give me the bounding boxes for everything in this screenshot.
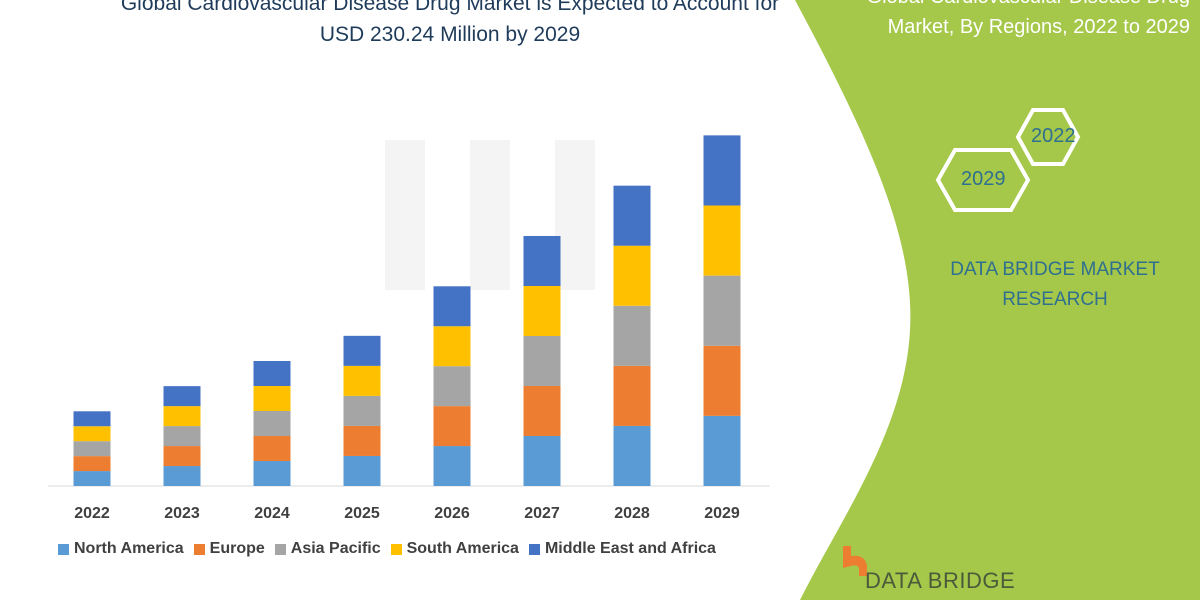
bar-segment (433, 366, 471, 407)
logo-icon (843, 546, 867, 576)
bar-segment (343, 395, 381, 426)
hex-label-2022: 2022 (1031, 125, 1076, 147)
legend-swatch (274, 543, 286, 555)
bar-segment (613, 185, 651, 246)
bar-segment (343, 455, 381, 486)
hexagon-2029 (935, 148, 1031, 212)
bar-segment (253, 435, 291, 461)
green-panel (795, 0, 1200, 600)
bar-segment (523, 235, 561, 286)
legend-swatch (390, 543, 402, 555)
bars (73, 135, 741, 486)
bar-segment (253, 385, 291, 411)
bar-segment (253, 460, 291, 486)
legend-label: Asia Pacific (290, 540, 381, 557)
watermark (385, 140, 595, 290)
bar-segment (703, 345, 741, 416)
bar-segment (73, 471, 111, 486)
legend-label: North America (74, 540, 184, 557)
legend-label: South America (406, 540, 519, 557)
bar-segment (253, 410, 291, 436)
x-tick-label: 2025 (344, 505, 380, 522)
bar-segment (523, 385, 561, 436)
legend-item: Europe (193, 540, 265, 558)
x-tick-label: 2026 (434, 505, 470, 522)
x-tick-label: 2027 (524, 505, 560, 522)
bar-segment (703, 135, 741, 206)
bar-segment (433, 286, 471, 327)
logo-text: DATA BRIDGE (865, 568, 1016, 593)
legend-item: Middle East and Africa (528, 540, 716, 558)
bar-segment (163, 406, 201, 427)
hex-label-2029: 2029 (961, 168, 1006, 190)
legend-swatch (528, 543, 540, 555)
bar-segment (523, 285, 561, 336)
bar-segment (433, 446, 471, 486)
bar-segment (163, 386, 201, 407)
bar-segment (73, 456, 111, 472)
x-tick-label: 2022 (74, 505, 110, 522)
bar-segment (703, 275, 741, 346)
bar-segment (613, 365, 651, 426)
legend-item: Asia Pacific (274, 540, 381, 558)
bar-segment (343, 425, 381, 456)
bar-segment (703, 205, 741, 276)
legend-item: North America (58, 540, 184, 558)
legend: North America Europe Asia Pacific South … (58, 540, 716, 558)
bar-segment (613, 305, 651, 366)
legend-label: Europe (209, 540, 265, 557)
bar-segment (523, 435, 561, 486)
bar-segment (433, 326, 471, 367)
bar-segment (73, 441, 111, 457)
bar-segment (433, 406, 471, 447)
x-tick-label: 2023 (164, 505, 200, 522)
legend-swatch (193, 543, 205, 555)
bar-segment (613, 245, 651, 306)
chart-title: Global Cardiovascular Disease Drug Marke… (120, 0, 780, 46)
bar-segment (163, 446, 201, 467)
bar-segment (163, 426, 201, 447)
bar-segment (343, 335, 381, 366)
bar-segment (613, 425, 651, 486)
bar-segment (73, 426, 111, 442)
bar-segment (343, 365, 381, 396)
x-tick-label: 2024 (254, 505, 290, 522)
hexagon-2022 (1015, 108, 1081, 166)
legend-swatch (58, 543, 69, 555)
bar-segment (253, 360, 291, 386)
bar-segment (703, 415, 741, 486)
bar-segment (163, 466, 201, 486)
x-tick-label: 2028 (614, 505, 650, 522)
bar-segment (523, 335, 561, 386)
panel-title: Global Cardiovascular Disease Drug Marke… (867, 0, 1190, 38)
legend-item: South America (390, 540, 519, 558)
legend-label: Middle East and Africa (544, 540, 716, 557)
bar-segment (73, 411, 111, 427)
x-ticks: 2022 2023 2024 2025 2026 2027 2028 2029 (74, 505, 740, 522)
x-tick-label: 2029 (704, 505, 740, 522)
brand-text: DATA BRIDGE MARKET RESEARCH (950, 259, 1160, 310)
